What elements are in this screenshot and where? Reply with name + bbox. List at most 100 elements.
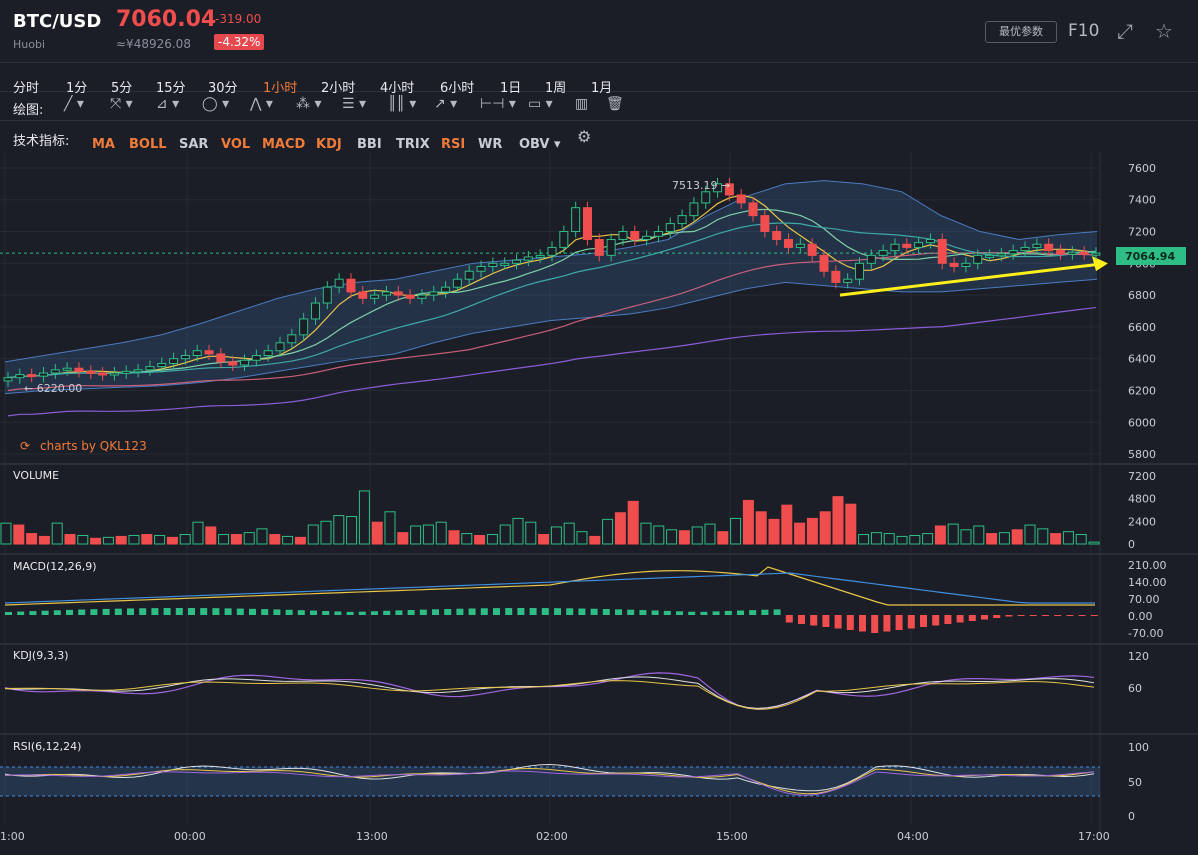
fib-tool-icon[interactable]: ☰ ▾: [342, 96, 367, 112]
time-tick: 17:00: [1078, 830, 1110, 843]
volume-bar: [832, 496, 844, 545]
candle: [512, 259, 522, 264]
volume-bar: [986, 533, 998, 545]
wave-tool-icon[interactable]: ⋀ ▾: [250, 96, 273, 112]
candle: [677, 215, 687, 225]
period-tab-9[interactable]: 1日: [500, 81, 522, 96]
indicator-10[interactable]: OBV ▾: [519, 137, 561, 152]
indicator-4[interactable]: MACD: [262, 137, 306, 152]
macd-hist-bar: [785, 615, 793, 623]
fullscreen-icon[interactable]: ⤢: [1117, 19, 1133, 43]
trash-icon[interactable]: 🗑: [606, 96, 624, 112]
macd-hist-bar: [590, 608, 598, 615]
volume-bar: [115, 535, 127, 545]
ma-line-10: [7, 208, 1097, 379]
candle: [807, 243, 817, 256]
macd-hist-bar: [859, 615, 866, 632]
arrow-tool-icon[interactable]: ↗ ▾: [434, 96, 458, 112]
period-tab-5[interactable]: 1小时: [263, 81, 298, 96]
period-tab-3[interactable]: 15分: [156, 81, 186, 96]
kdj-label: KDJ(9,3,3): [13, 649, 69, 662]
indicator-2[interactable]: SAR: [179, 137, 209, 152]
indicator-1[interactable]: BOLL: [129, 137, 167, 152]
macd-hist-bar: [749, 610, 757, 615]
candle: [370, 294, 380, 299]
price-tick: 6400: [1128, 353, 1156, 366]
volume-bar: [653, 525, 665, 545]
text-tool-icon[interactable]: ▭ ▾: [528, 96, 553, 112]
star-icon[interactable]: ☆: [1155, 19, 1173, 43]
indicator-7[interactable]: TRIX: [396, 137, 430, 152]
indicator-8[interactable]: RSI: [441, 137, 466, 152]
period-tab-1[interactable]: 1分: [66, 81, 88, 96]
circle-tool-icon[interactable]: ◯ ▾: [202, 96, 230, 112]
gear-icon[interactable]: ⚙: [577, 127, 592, 146]
volume-bar: [717, 531, 729, 545]
last-price: 7060.04: [116, 7, 217, 32]
price-tick: 5800: [1128, 448, 1156, 461]
volume-bar: [307, 524, 319, 545]
candle: [606, 238, 616, 256]
macd-hist-bar: [505, 608, 513, 615]
indicator-5[interactable]: KDJ: [316, 137, 342, 152]
period-tab-0[interactable]: 分时: [13, 81, 40, 96]
candle: [724, 183, 734, 196]
candle: [299, 318, 309, 336]
macd-hist-bar: [907, 615, 915, 629]
chart-area[interactable]: 7600740072007000680066006400620060005800…: [0, 152, 1198, 855]
indicator-9[interactable]: WR: [478, 137, 503, 152]
candle: [1044, 243, 1054, 252]
volume-label: VOLUME: [13, 469, 59, 482]
period-tab-11[interactable]: 1月: [591, 81, 613, 96]
period-tab-2[interactable]: 5分: [111, 81, 133, 96]
candle: [701, 191, 711, 204]
macd-hist-bar: [310, 610, 317, 615]
ray-tool-icon[interactable]: ⤧ ▾: [110, 96, 133, 112]
period-tab-6[interactable]: 2小时: [321, 81, 356, 96]
macd-hist-bar: [602, 609, 610, 615]
period-tab-10[interactable]: 1周: [545, 81, 567, 96]
macd-hist-bar: [944, 615, 952, 624]
watermark: charts by QKL123: [40, 439, 147, 453]
macd-hist-bar: [1090, 615, 1098, 616]
candle: [109, 372, 119, 376]
ma-line-40: [7, 251, 1097, 392]
indicator-3[interactable]: VOL: [221, 137, 251, 152]
gann-tool-icon[interactable]: ║║ ▾: [388, 96, 417, 112]
macd-hist-bar: [493, 608, 500, 615]
volume-bar: [90, 537, 102, 545]
volume-bar: [627, 500, 639, 545]
volume-bar: [230, 534, 242, 545]
indicator-6[interactable]: BBI: [357, 137, 382, 152]
bars-tool-icon[interactable]: ▥: [575, 96, 589, 112]
period-tab-7[interactable]: 4小时: [380, 81, 415, 96]
volume-tick: 2400: [1128, 515, 1156, 528]
macd-hist-bar: [871, 615, 879, 633]
candle: [98, 372, 108, 376]
price-change-pct: -4.32%: [214, 34, 265, 50]
volume-bar: [704, 523, 716, 545]
volume-bar: [602, 518, 614, 545]
candle: [1067, 251, 1077, 255]
macd-hist-bar: [895, 615, 903, 630]
optimal-params-button[interactable]: 最优参数: [985, 21, 1057, 43]
range-tool-icon[interactable]: ⊢⊣ ▾: [480, 96, 516, 112]
candle: [157, 362, 167, 368]
volume-bar: [1050, 533, 1062, 545]
period-bar: 分时 1分 5分 15分 30分 1小时 2小时 4小时 6小时 1日 1周 1月: [0, 63, 1198, 96]
period-tab-8[interactable]: 6小时: [440, 81, 475, 96]
f10-button[interactable]: F10: [1068, 21, 1100, 41]
period-tab-4[interactable]: 30分: [208, 81, 238, 96]
exchange-name: Huobi: [13, 38, 46, 51]
candle-tool-icon[interactable]: ⁂ ▾: [296, 96, 322, 112]
candle: [121, 370, 131, 374]
candle: [854, 262, 864, 280]
angle-tool-icon[interactable]: ⊿ ▾: [156, 96, 180, 112]
ma-line-20: [7, 222, 1097, 379]
volume-bar: [730, 517, 742, 545]
macd-hist-bar: [163, 608, 171, 615]
candle: [559, 231, 569, 248]
indicator-0[interactable]: MA: [92, 137, 115, 152]
volume-bar: [13, 524, 25, 545]
line-tool-icon[interactable]: ╱ ▾: [64, 96, 84, 112]
